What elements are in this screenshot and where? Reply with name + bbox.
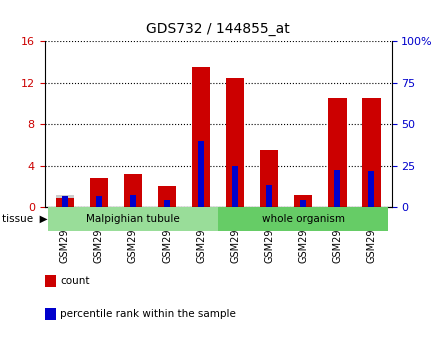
- Bar: [294, 195, 312, 207]
- Bar: [96, 196, 102, 207]
- Bar: [89, 178, 108, 207]
- Bar: [260, 195, 279, 207]
- Bar: [124, 174, 142, 207]
- Bar: [48, 207, 218, 231]
- Bar: [62, 196, 68, 207]
- Bar: [89, 195, 108, 207]
- Bar: [218, 207, 388, 231]
- Bar: [362, 98, 380, 207]
- Text: whole organism: whole organism: [262, 214, 344, 224]
- Bar: [198, 141, 204, 207]
- Bar: [328, 98, 347, 207]
- Bar: [260, 150, 279, 207]
- Bar: [226, 195, 244, 207]
- Bar: [158, 195, 176, 207]
- Text: Malpighian tubule: Malpighian tubule: [86, 214, 180, 224]
- Bar: [300, 199, 307, 207]
- Bar: [124, 195, 142, 207]
- Bar: [362, 195, 380, 207]
- Bar: [232, 166, 239, 207]
- Bar: [294, 195, 312, 207]
- Bar: [226, 78, 244, 207]
- Bar: [158, 186, 176, 207]
- Bar: [56, 198, 74, 207]
- Bar: [328, 195, 347, 207]
- Bar: [56, 195, 74, 207]
- Text: percentile rank within the sample: percentile rank within the sample: [60, 309, 236, 319]
- Bar: [164, 200, 170, 207]
- Bar: [266, 186, 272, 207]
- Bar: [192, 195, 210, 207]
- Bar: [129, 195, 136, 207]
- Bar: [368, 170, 374, 207]
- Bar: [192, 67, 210, 207]
- Bar: [334, 170, 340, 207]
- Text: tissue  ▶: tissue ▶: [2, 214, 48, 224]
- Title: GDS732 / 144855_at: GDS732 / 144855_at: [146, 22, 290, 36]
- Text: count: count: [60, 276, 89, 286]
